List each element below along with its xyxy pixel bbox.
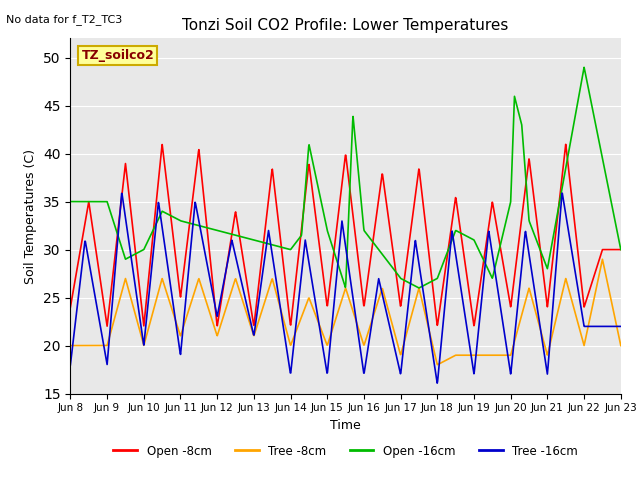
Open -8cm (251, 316, 259, 322)
Tree -8cm (67, 343, 74, 348)
Open -16cm (250, 237, 258, 243)
Line: Tree -8cm: Tree -8cm (70, 259, 621, 365)
Open -16cm (189, 221, 196, 227)
Text: TZ_soilco2: TZ_soilco2 (81, 49, 154, 62)
Open -16cm (431, 276, 439, 282)
Tree -16cm (504, 348, 511, 354)
Tree -16cm (431, 365, 439, 371)
Tree -8cm (431, 352, 439, 358)
Tree -8cm (598, 256, 606, 262)
Tree -16cm (67, 362, 74, 368)
Open -16cm (580, 64, 588, 70)
Open -8cm (67, 304, 74, 310)
Tree -16cm (433, 380, 441, 386)
Open -8cm (431, 306, 439, 312)
Tree -16cm (175, 345, 183, 350)
Tree -16cm (617, 324, 625, 329)
Line: Open -16cm: Open -16cm (70, 67, 621, 288)
Line: Open -8cm: Open -8cm (70, 144, 621, 326)
Text: No data for f_T2_TC3: No data for f_T2_TC3 (6, 14, 123, 25)
Line: Tree -16cm: Tree -16cm (70, 193, 621, 383)
X-axis label: Time: Time (330, 419, 361, 432)
Tree -8cm (617, 343, 625, 348)
Open -16cm (175, 217, 183, 223)
Open -16cm (552, 220, 559, 226)
Tree -16cm (552, 267, 559, 273)
Tree -16cm (250, 329, 258, 335)
Tree -8cm (175, 330, 183, 336)
Open -8cm (562, 142, 570, 147)
Open -8cm (176, 289, 184, 295)
Tree -16cm (559, 190, 566, 196)
Tree -8cm (434, 362, 442, 368)
Open -8cm (189, 192, 197, 197)
Tree -8cm (552, 317, 559, 323)
Title: Tonzi Soil CO2 Profile: Lower Temperatures: Tonzi Soil CO2 Profile: Lower Temperatur… (182, 18, 509, 33)
Tree -8cm (250, 332, 258, 337)
Open -8cm (617, 247, 625, 252)
Open -8cm (103, 324, 111, 329)
Tree -8cm (189, 294, 196, 300)
Tree -8cm (504, 352, 511, 358)
Open -16cm (415, 285, 422, 291)
Open -8cm (504, 284, 511, 290)
Open -8cm (552, 230, 559, 236)
Tree -16cm (189, 223, 196, 229)
Y-axis label: Soil Temperatures (C): Soil Temperatures (C) (24, 148, 38, 284)
Legend: Open -8cm, Tree -8cm, Open -16cm, Tree -16cm: Open -8cm, Tree -8cm, Open -16cm, Tree -… (109, 440, 582, 462)
Open -16cm (617, 247, 625, 252)
Open -16cm (504, 214, 511, 219)
Open -16cm (67, 199, 74, 204)
